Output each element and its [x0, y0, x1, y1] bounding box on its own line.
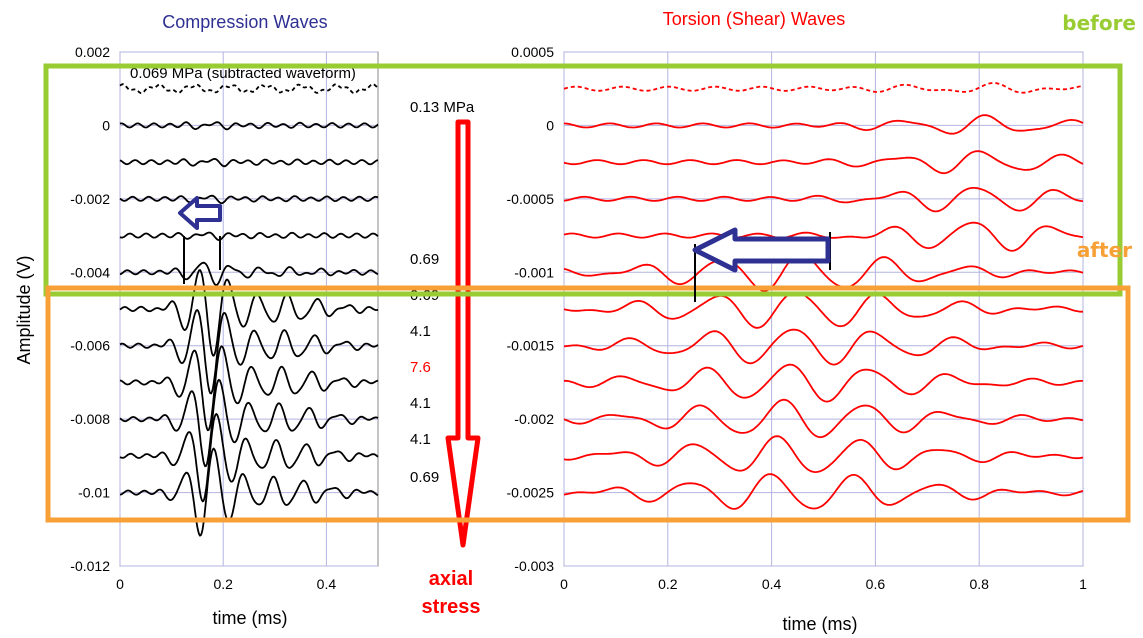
after-label: after [1077, 238, 1132, 262]
torsion-plot: 0.0005 0 -0.0005 -0.001 -0.0015 -0.002 -0.0025… [507, 44, 1088, 592]
x-tick-label: 0.6 [866, 576, 886, 592]
torsion-title: Torsion (Shear) Waves [663, 9, 845, 29]
waveform-line [563, 328, 1084, 366]
y-tick-label: -0.004 [70, 264, 110, 280]
blue-arrow-left [178, 196, 222, 230]
waveform-line [563, 473, 1084, 510]
waveform-line [563, 398, 1084, 439]
y-tick-label: 0 [102, 117, 110, 133]
y-axis-label: Amplitude (V) [14, 255, 34, 364]
axial-stress-arrow [445, 119, 481, 548]
waveform-line [563, 252, 1084, 292]
y-tick-label: 0 [546, 117, 554, 133]
subtracted-waveform-label: 0.069 MPa (subtracted waveform) [130, 65, 356, 82]
y-tick-label: 0.0005 [511, 44, 554, 60]
y-tick-label: -0.006 [70, 338, 110, 354]
plot-area [563, 51, 1084, 567]
x-axis-label-left: time (ms) [213, 608, 288, 628]
stress-label: 4.1 [410, 395, 431, 412]
waveform-line [563, 186, 1084, 213]
before-box [43, 63, 1123, 297]
waveform-line [563, 291, 1083, 329]
y-tick-label: -0.003 [514, 558, 554, 574]
waveform-line [119, 121, 379, 131]
stress-label: 4.1 [410, 431, 431, 448]
waveform-line [563, 81, 1084, 94]
x-tick-label: 0.4 [317, 576, 337, 592]
y-tick-label: -0.001 [514, 264, 554, 280]
waveform-line [119, 447, 379, 537]
waveform-line [119, 345, 379, 432]
y-tick-label: -0.012 [70, 558, 110, 574]
x-tick-label: 0 [116, 576, 124, 592]
stress-label: 4.1 [410, 323, 431, 340]
axial-stress-caption-2: stress [422, 596, 481, 618]
x-tick-label: 0.2 [658, 576, 678, 592]
before-label: before [1062, 11, 1136, 35]
waveform-line [563, 435, 1084, 474]
waveform-line [119, 269, 379, 357]
x-axis-label-right: time (ms) [783, 614, 858, 634]
x-tick-label: 0.4 [762, 576, 782, 592]
x-tick-label: 0.8 [969, 576, 989, 592]
axial-stress-caption-1: axial [429, 568, 473, 590]
waveform-line [563, 150, 1084, 175]
x-tick-label: 0 [560, 576, 568, 592]
y-tick-label: -0.0025 [507, 485, 555, 501]
x-tick-label: 1 [1079, 576, 1087, 592]
y-tick-label: 0.002 [75, 44, 110, 60]
waveform-line [119, 83, 379, 95]
waveform-line [119, 157, 379, 168]
waveform-line [119, 412, 379, 503]
y-tick-label: -0.002 [70, 191, 110, 207]
waveform-line [119, 194, 379, 205]
compression-title: Compression Waves [162, 12, 327, 32]
waveform-line [119, 309, 379, 395]
after-box [45, 285, 1131, 523]
blue-arrow-right [692, 227, 831, 273]
waveform-line [119, 261, 379, 287]
waveform-line [563, 114, 1084, 135]
waveform-line [119, 231, 379, 242]
waveform-line [119, 378, 379, 468]
x-tick-label: 0.2 [213, 576, 233, 592]
y-tick-label: -0.01 [78, 485, 110, 501]
compression-plot: 0.002 0 -0.002 -0.004 -0.006 -0.008 -0.01 -0.01… [70, 44, 379, 592]
stress-label: 0.69 [410, 469, 439, 486]
y-tick-label: -0.008 [70, 411, 110, 427]
y-tick-label: -0.002 [514, 411, 554, 427]
stress-label: 0.69 [410, 251, 439, 268]
stress-label: 0.13 MPa [410, 99, 475, 116]
y-tick-label: -0.0015 [507, 338, 555, 354]
waveform-line [564, 363, 1083, 403]
stress-label-highlight: 7.6 [410, 359, 431, 376]
y-tick-label: -0.0005 [507, 191, 555, 207]
